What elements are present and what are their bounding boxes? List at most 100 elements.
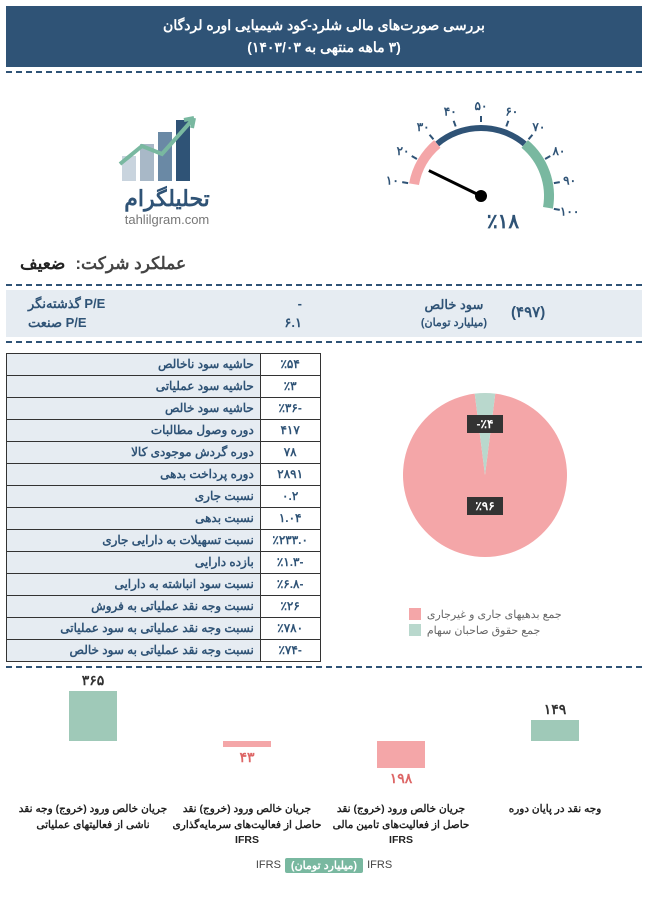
legend-item: جمع حقوق صاحبان سهام [409, 624, 562, 637]
cashflow-value: ۴۳ [170, 749, 324, 766]
svg-text:۸۰: ۸۰ [551, 144, 565, 158]
pe-trailing-label: P/E گذشته‌نگر [28, 294, 105, 314]
ratio-label: نسبت تسهیلات به دارایی جاری [7, 529, 261, 551]
table-row: ٪۳۶-حاشیه سود خالص [7, 397, 321, 419]
ratio-label: بازده دارایی [7, 551, 261, 573]
ratio-label: نسبت وجه نقد عملیاتی به سود عملیاتی [7, 617, 261, 639]
cashflow-label: جریان خالص ورود (خروج) نقد حاصل از فعالی… [170, 802, 324, 862]
cashflow-block: ۳۶۵ جریان خالص ورود (خروج) وجه نقد ناشی … [0, 672, 648, 873]
logo-block: تحلیلگرام tahlilgram.com [10, 106, 324, 227]
svg-text:۹۰: ۹۰ [563, 174, 576, 188]
header-line2: (۳ ماهه منتهی به ۱۴۰۳/۰۳) [12, 36, 636, 58]
ratio-value: ٪۷۸۰ [260, 617, 320, 639]
table-row: ۰.۲نسبت جاری [7, 485, 321, 507]
mid-row: ٪۵۴حاشیه سود ناخالص٪۳حاشیه سود عملیاتی٪۳… [0, 347, 648, 662]
ratio-value: ۷۸ [260, 441, 320, 463]
pe-trailing-val: - [298, 294, 302, 314]
ratio-label: حاشیه سود عملیاتی [7, 375, 261, 397]
logo-text: تحلیلگرام [124, 186, 210, 212]
ratio-value: ٪۵۴ [260, 353, 320, 375]
logo-sub: tahlilgram.com [125, 212, 210, 227]
performance-label: عملکرد شرکت: [75, 254, 186, 274]
cashflow-value: ۳۶۵ [16, 672, 170, 689]
ratio-label: نسبت سود انباشته به دارایی [7, 573, 261, 595]
table-row: ٪۱.۳-بازده دارایی [7, 551, 321, 573]
cashflow-label: جریان خالص ورود (خروج) نقد حاصل از فعالی… [324, 802, 478, 862]
table-row: ٪۶.۸-نسبت سود انباشته به دارایی [7, 573, 321, 595]
ratio-value: ٪۲۳۳.۰ [260, 529, 320, 551]
cashflow-bar [531, 720, 579, 740]
pe-industry-val: ۶.۱ [284, 313, 302, 333]
profit-val: (۴۹۷) [511, 302, 545, 325]
ratio-value: ٪۳ [260, 375, 320, 397]
profit-panel: (۴۹۷) سود خالص (میلیارد تومان) [324, 290, 642, 337]
svg-text:۱۰۰: ۱۰۰ [560, 205, 579, 219]
separator [6, 341, 642, 343]
svg-text:۷۰: ۷۰ [531, 120, 545, 134]
pie-chart: ٪۹۶ ٪۴- [370, 375, 600, 585]
svg-text:٪۴-: ٪۴- [477, 417, 494, 431]
cashflow-item: ۱۹۸ جریان خالص ورود (خروج) نقد حاصل از ف… [324, 686, 478, 862]
performance-row: عملکرد شرکت: ضعیف [0, 252, 648, 280]
svg-text:۵۰: ۵۰ [475, 99, 488, 113]
ratio-value: ٪۶.۸- [260, 573, 320, 595]
svg-text:٪۹۶: ٪۹۶ [476, 499, 495, 513]
ratio-value: ٪۲۶ [260, 595, 320, 617]
ratio-value: ٪۳۶- [260, 397, 320, 419]
ratio-label: دوره گردش موجودی کالا [7, 441, 261, 463]
separator [6, 71, 642, 73]
table-row: ۴۱۷دوره وصول مطالبات [7, 419, 321, 441]
ratio-value: ۰.۲ [260, 485, 320, 507]
ratio-value: ۱.۰۴ [260, 507, 320, 529]
table-row: ٪۳حاشیه سود عملیاتی [7, 375, 321, 397]
ratio-label: نسبت وجه نقد عملیاتی به سود خالص [7, 639, 261, 661]
ratio-value: ٪۱.۳- [260, 551, 320, 573]
cashflow-bar [223, 741, 271, 747]
table-row: ٪۲۳۳.۰نسبت تسهیلات به دارایی جاری [7, 529, 321, 551]
pe-industry-label: P/E صنعت [28, 313, 87, 333]
ratio-value: ٪۷۴- [260, 639, 320, 661]
performance-value: ضعیف [20, 254, 65, 274]
cashflow-value: ۱۴۹ [478, 701, 632, 718]
cashflow-label: جریان خالص ورود (خروج) وجه نقد ناشی از ف… [16, 802, 170, 862]
pe-ratios: P/E گذشته‌نگر - P/E صنعت ۶.۱ [6, 290, 324, 337]
gauge-chart: ۱۰ ۲۰ ۳۰ ۴۰ ۵۰ ۶۰ ۷۰ ۸۰ ۹۰ ۱۰۰ ٪۱۸ [366, 91, 596, 241]
profit-label: سود خالص [424, 295, 483, 315]
legend-item: جمع بدهیهای جاری و غیرجاری [409, 608, 562, 621]
pie-block: ٪۹۶ ٪۴- جمع بدهیهای جاری و غیرجاری جمع حقو… [329, 353, 643, 662]
pe-row: P/E گذشته‌نگر - P/E صنعت ۶.۱ (۴۹۷) سود خ… [0, 290, 648, 337]
table-row: ٪۵۴حاشیه سود ناخالص [7, 353, 321, 375]
ratio-label: حاشیه سود ناخالص [7, 353, 261, 375]
cashflow-item: ۱۴۹ وجه نقد در پایان دوره [478, 686, 632, 862]
ratio-value: ۴۱۷ [260, 419, 320, 441]
svg-text:۴۰: ۴۰ [444, 105, 457, 119]
svg-text:۶۰: ۶۰ [505, 105, 518, 119]
cashflow-item: ۳۶۵ جریان خالص ورود (خروج) وجه نقد ناشی … [16, 686, 170, 862]
svg-text:۱۰: ۱۰ [386, 174, 399, 188]
cashflow-label: وجه نقد در پایان دوره [509, 802, 602, 862]
header-line1: بررسی صورت‌های مالی شلرد-کود شیمیایی اور… [12, 14, 636, 36]
ratio-table: ٪۵۴حاشیه سود ناخالص٪۳حاشیه سود عملیاتی٪۳… [6, 353, 321, 662]
svg-text:۲۰: ۲۰ [397, 144, 410, 158]
cashflow-bar [69, 691, 117, 741]
gauge-block: ۱۰ ۲۰ ۳۰ ۴۰ ۵۰ ۶۰ ۷۰ ۸۰ ۹۰ ۱۰۰ ٪۱۸ [324, 91, 638, 241]
table-row: ٪۷۸۰نسبت وجه نقد عملیاتی به سود عملیاتی [7, 617, 321, 639]
ratio-label: حاشیه سود خالص [7, 397, 261, 419]
cashflow-bar [377, 741, 425, 768]
pie-legend: جمع بدهیهای جاری و غیرجاری جمع حقوق صاحبا… [409, 605, 562, 640]
separator [6, 666, 642, 668]
table-row: ٪۷۴-نسبت وجه نقد عملیاتی به سود خالص [7, 639, 321, 661]
ratio-label: نسبت وجه نقد عملیاتی به فروش [7, 595, 261, 617]
ratio-label: نسبت بدهی [7, 507, 261, 529]
svg-text:٪۱۸: ٪۱۸ [487, 211, 519, 233]
table-row: ۷۸دوره گردش موجودی کالا [7, 441, 321, 463]
report-header: بررسی صورت‌های مالی شلرد-کود شیمیایی اور… [6, 6, 642, 67]
svg-text:۳۰: ۳۰ [417, 120, 430, 134]
profit-sub: (میلیارد تومان) [421, 315, 487, 332]
table-row: ۲۸۹۱دوره پرداخت بدهی [7, 463, 321, 485]
ratio-label: دوره وصول مطالبات [7, 419, 261, 441]
ratio-value: ۲۸۹۱ [260, 463, 320, 485]
top-row: تحلیلگرام tahlilgram.com ۱۰ ۲۰ ۳۰ ۴۰ ۵۰ ۶۰ ۷۰ ۸… [0, 77, 648, 252]
cashflow-chart: ۳۶۵ جریان خالص ورود (خروج) وجه نقد ناشی … [6, 682, 642, 862]
table-row: ٪۲۶نسبت وجه نقد عملیاتی به فروش [7, 595, 321, 617]
